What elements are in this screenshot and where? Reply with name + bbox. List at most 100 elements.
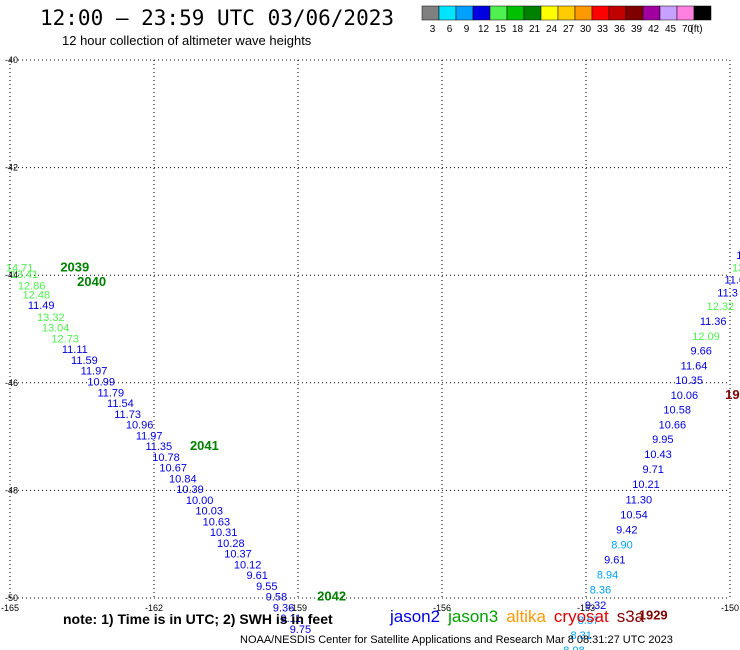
colorbar-swatch [506,5,525,21]
wave-height-point: 12.73 [51,333,79,345]
wave-height-point: 10.43 [644,449,672,461]
colorbar-swatch [574,5,593,21]
wave-height-point: 11.0 [725,274,740,286]
y-tick-label: -42 [5,163,18,173]
wave-height-point: 10.03 [195,506,223,518]
wave-height-point: 8.31 [570,630,591,642]
colorbar-label: 36 [614,24,626,35]
wave-height-point: 11.73 [114,409,141,421]
wave-height-point: 9.61 [604,555,625,567]
colorbar-label: 24 [546,24,558,35]
wave-height-point: 10.37 [224,549,252,561]
colorbar-label: 3 [430,24,436,35]
wave-height-point: 8.90 [611,540,632,552]
colorbar-label: 21 [529,24,541,35]
x-tick-label: -165 [1,603,19,613]
wave-height-point: 9.58 [266,592,287,604]
colorbar-swatch [438,5,457,21]
wave-height-point: 9.95 [652,434,673,446]
colorbar-swatch [676,5,695,21]
y-tick-label: -40 [5,55,18,65]
wave-height-point: 11.49 [28,300,55,312]
wave-height-point: 8.36 [590,585,611,597]
wave-height-point: 13.04 [42,323,70,335]
time-label: 2040 [77,274,106,289]
time-label: 19 [725,387,739,402]
time-label: 2041 [190,438,219,453]
wave-height-point: 10.54 [620,509,648,521]
wave-height-point: 11.35 [145,441,172,453]
colorbar-unit: (ft) [690,24,702,35]
wave-height-point: 10.35 [675,375,703,387]
wave-height-point: 9.11 [281,613,302,625]
wave-height-point: 10.84 [169,473,197,485]
wave-height-point: 11.30 [625,494,652,506]
wave-height-point: 10.39 [176,484,204,496]
wave-height-point: 12.09 [692,331,720,343]
satellite-legend-item: altika [506,607,546,626]
wave-height-point: 8.98 [563,645,584,650]
satellite-legend-item: s3a [616,607,645,626]
time-label: 2042 [317,589,346,604]
page-title: 12:00 – 23:59 UTC 03/06/2023 [40,6,395,30]
wave-height-point: 9.75 [290,624,311,636]
colorbar-swatch [608,5,627,21]
y-tick-label: -46 [5,378,18,388]
wave-height-point: 10.63 [203,516,231,528]
y-tick-label: -44 [5,270,18,280]
x-tick-label: -159 [289,603,307,613]
x-tick-label: -153 [577,603,595,613]
colorbar-label: 6 [447,24,453,35]
wave-height-point: 11.54 [107,398,134,410]
wave-height-point: 9.61 [246,570,267,582]
satellite-legend-item: jason3 [448,607,499,626]
colorbar-swatch [455,5,474,21]
colorbar-label: 18 [512,24,524,35]
colorbar-label: 70 [682,24,694,35]
wave-height-point: 13. [732,262,740,274]
wave-height-point: 11.79 [97,387,124,399]
wave-height-point: 9.55 [256,581,277,593]
colorbar-label: 39 [631,24,643,35]
wave-height-point: 11.11 [62,344,88,356]
x-tick-label: -150 [721,603,739,613]
colorbar-swatch [642,5,661,21]
wave-height-point: 10.67 [159,463,187,475]
colorbar-swatch [659,5,678,21]
colorbar-swatch [489,5,508,21]
satellite-legend-item: jason2 [390,607,441,626]
wave-height-point: 10.12 [234,559,262,571]
wave-height-point: 12.32 [707,301,735,313]
wave-height-point: 10.78 [152,452,180,464]
wave-height-point: 1 [739,234,740,246]
wave-height-point: 10.99 [87,376,115,388]
time-label: 1929 [639,608,668,623]
colorbar-label: 9 [464,24,470,35]
wave-height-point: 10.58 [663,404,691,416]
wave-height-point: 9.32 [585,600,606,612]
colorbar-label: 15 [495,24,507,35]
colorbar-swatch [591,5,610,21]
chart-footer: NOAA/NESDIS Center for Satellite Applica… [240,634,673,646]
wave-height-point: 13.32 [37,312,65,324]
wave-height-point: 11.3 [717,288,738,300]
colorbar-swatch [693,5,712,21]
wave-height-point: 11.64 [681,360,708,372]
wave-height-point: 12.86 [18,281,46,293]
y-tick-label: -48 [5,485,18,495]
wave-height-point: 10.31 [210,527,238,539]
wave-height-point: 10.28 [217,538,245,550]
wave-height-point: 10.06 [671,390,699,402]
colorbar-swatch [625,5,644,21]
colorbar-swatch [557,5,576,21]
colorbar-label: 30 [580,24,592,35]
colorbar-swatch [421,5,440,21]
wave-height-point: 11 [736,250,740,262]
colorbar-label: 27 [563,24,575,35]
satellite-legend-item: cryosat [553,607,609,626]
x-tick-label: -156 [433,603,451,613]
chart-grid [9,59,731,599]
wave-height-point: 13.41 [11,269,39,281]
wave-height-point: 8.57 [578,615,599,627]
